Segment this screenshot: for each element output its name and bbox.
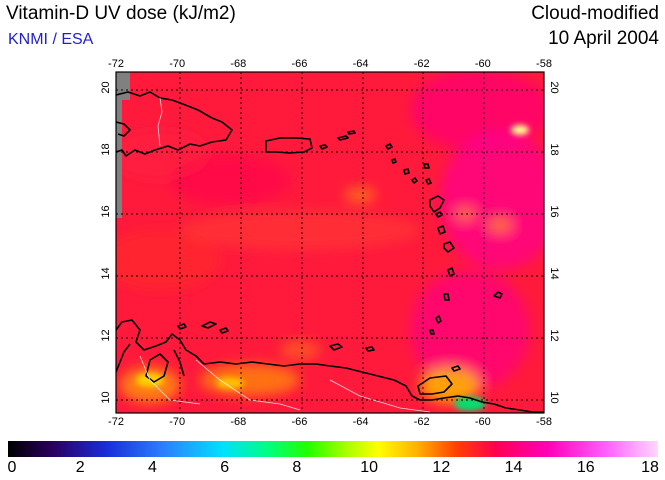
colorbar-tick-label: 12 — [432, 459, 451, 476]
colorbar-tick-label: 18 — [641, 459, 659, 476]
lon-tick-bottom: -66 — [291, 416, 307, 428]
political-borders — [139, 97, 431, 413]
colorbar-tick-label: 4 — [147, 459, 157, 476]
colorbar-tick-label: 10 — [360, 459, 379, 476]
colorbar-tick-label: 14 — [504, 459, 523, 476]
uv-field — [116, 72, 544, 413]
lat-tick-left: 16 — [100, 205, 112, 217]
product-label: Cloud-modified — [531, 3, 659, 24]
lon-tick-bottom: -58 — [536, 416, 552, 428]
colorbar-tick-label: 0 — [7, 459, 17, 476]
lon-tick-top: -58 — [536, 58, 552, 70]
lon-tick-top: -62 — [414, 58, 430, 70]
lon-tick-top: -64 — [353, 58, 369, 70]
lon-tick-bottom: -72 — [108, 416, 124, 428]
coast-trinidad — [417, 375, 453, 395]
colorbar-tick-label: 6 — [220, 459, 230, 476]
lat-tick-left: 14 — [100, 267, 112, 279]
coast-lake-maracaibo — [145, 353, 169, 383]
lon-tick-top: -72 — [108, 58, 124, 70]
gridlines — [116, 72, 544, 413]
lat-tick-left: 18 — [100, 143, 112, 155]
lon-tick-top: -70 — [169, 58, 185, 70]
coastlines — [116, 91, 544, 413]
lat-tick-left: 10 — [100, 391, 112, 403]
axis-tick-labels: -72 -72 -70 -70 -68 -68 -66 -66 -64 -64 -62 -62 -60 -… — [100, 58, 560, 428]
colorbar-tick-label: 2 — [75, 459, 85, 476]
lon-tick-bottom: -70 — [169, 416, 185, 428]
uv-dose-map: -72 -72 -70 -70 -68 -68 -66 -66 -64 -64 -62 -62 -60 -… — [100, 58, 560, 428]
lat-tick-right: 12 — [548, 329, 560, 341]
lat-tick-right: 14 — [548, 267, 560, 279]
lat-tick-left: 12 — [100, 329, 112, 341]
coast-margarita — [329, 343, 375, 352]
lon-tick-top: -60 — [475, 58, 491, 70]
lon-tick-bottom: -60 — [475, 416, 491, 428]
lon-tick-top: -66 — [291, 58, 307, 70]
map-frame — [115, 71, 545, 414]
colorbar-tick-label: 16 — [576, 459, 595, 476]
land-mask-top — [116, 72, 130, 100]
lon-tick-bottom: -62 — [414, 416, 430, 428]
agency-label: KNMI / ESA — [8, 31, 94, 48]
coast-south-america — [116, 319, 544, 413]
lon-tick-bottom: -64 — [353, 416, 369, 428]
coast-lesser-antilles — [385, 143, 503, 335]
colorbar-tick-label: 8 — [292, 459, 302, 476]
map-title: Vitamin-D UV dose (kJ/m2) — [6, 3, 236, 24]
lat-tick-right: 10 — [548, 391, 560, 403]
lat-tick-right: 20 — [548, 81, 560, 93]
coast-abc-islands — [177, 321, 229, 334]
coast-hispaniola-peninsula — [116, 121, 131, 137]
lat-tick-left: 20 — [100, 81, 112, 93]
colorbar — [8, 441, 658, 457]
lat-tick-right: 16 — [548, 205, 560, 217]
coast-hispaniola — [116, 91, 233, 157]
lon-tick-top: -68 — [230, 58, 246, 70]
date-label: 10 April 2004 — [548, 28, 659, 49]
lat-tick-right: 18 — [548, 143, 560, 155]
land-mask-left — [116, 100, 122, 218]
lon-tick-bottom: -68 — [230, 416, 246, 428]
